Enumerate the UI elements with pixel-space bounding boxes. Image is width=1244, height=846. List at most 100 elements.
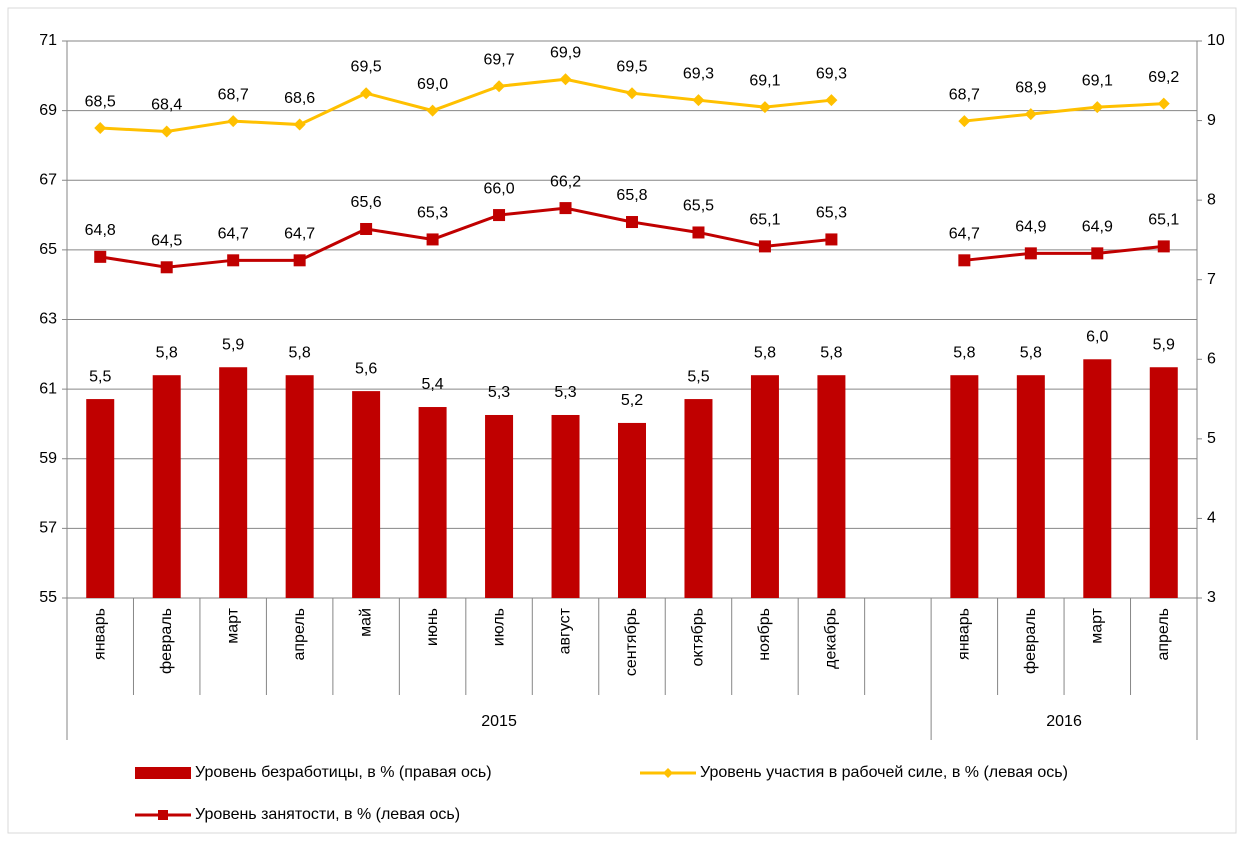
marker [227,115,240,128]
data-label: 5,4 [421,376,443,393]
bar [418,407,447,598]
bar [551,414,580,598]
bar [152,375,181,598]
y2-tick-label: 4 [1207,510,1216,527]
marker [360,87,373,100]
data-label: 69,7 [483,51,514,68]
bar [86,399,115,598]
marker [692,226,705,239]
marker [1024,108,1037,121]
data-label: 5,3 [554,384,576,401]
data-label: 69,5 [616,58,647,75]
marker [559,202,572,215]
legend-marker [158,810,168,820]
marker [426,104,439,117]
x-tick-label: июнь [424,608,441,646]
marker [825,233,838,246]
data-label: 69,9 [550,45,581,62]
y-tick-label: 57 [39,520,57,537]
x-tick-label: январь [956,608,973,660]
data-label: 69,0 [417,76,448,93]
data-label: 69,1 [749,72,780,89]
data-label: 69,5 [351,58,382,75]
marker [293,254,306,267]
x-tick-label: январь [91,608,108,660]
marker [493,80,506,93]
data-label: 69,2 [1148,69,1179,86]
marker [958,115,971,128]
data-label: 64,5 [151,233,182,250]
y-tick-label: 71 [39,32,57,49]
y2-tick-label: 9 [1207,112,1216,129]
x-tick-label: март [224,607,241,643]
line [100,206,1164,269]
bar [1083,359,1112,598]
data-label: 65,3 [417,205,448,222]
bar [750,375,779,598]
data-label: 5,8 [754,344,776,361]
legend-marker [663,768,673,778]
marker [958,254,971,267]
data-label: 66,2 [550,173,581,190]
data-label: 5,3 [488,384,510,401]
x-tick-label: сентябрь [623,608,640,676]
data-label: 65,1 [1148,212,1179,229]
data-label: 69,3 [683,65,714,82]
data-label: 5,8 [156,344,178,361]
data-label: 65,1 [749,212,780,229]
data-label: 64,7 [949,226,980,243]
group-label: 2015 [481,713,517,730]
bar [817,375,846,598]
data-label: 66,0 [483,180,514,197]
marker [1091,247,1104,260]
marker [360,222,373,235]
legend-label: Уровень безработицы, в % (правая ось) [195,764,492,781]
x-tick-label: август [557,607,574,654]
x-tick-label: март [1089,607,1106,643]
marker [692,94,705,107]
bar [1149,367,1178,598]
data-label: 5,8 [820,344,842,361]
y-tick-label: 55 [39,589,57,606]
x-tick-label: май [357,608,374,637]
marker [626,216,638,229]
data-label: 65,3 [816,205,847,222]
y-tick-label: 59 [39,450,57,467]
legend-swatch [135,767,191,779]
y2-tick-label: 7 [1207,271,1216,288]
bar [618,422,646,598]
data-label: 5,2 [621,392,643,409]
x-tick-label: февраль [158,608,175,674]
data-label: 5,8 [953,344,975,361]
data-label: 69,3 [816,65,847,82]
data-label: 65,8 [616,187,647,204]
data-label: 5,5 [687,368,709,385]
y-tick-label: 69 [39,102,57,119]
marker [825,94,838,107]
marker [1157,97,1170,110]
marker [160,125,173,138]
data-label: 64,8 [85,222,116,239]
x-tick-label: апрель [1155,608,1172,661]
line [100,77,1164,134]
marker [94,250,107,263]
data-label: 68,5 [85,93,116,110]
y-tick-label: 61 [39,380,57,397]
data-label: 68,7 [949,86,980,103]
data-label: 5,8 [1020,344,1042,361]
marker [227,254,240,267]
x-tick-label: июль [490,608,507,646]
legend-label: Уровень занятости, в % (левая ось) [195,806,460,823]
data-label: 5,6 [355,360,377,377]
bar [485,414,514,598]
bar [684,399,713,598]
y2-tick-label: 3 [1207,589,1216,606]
marker [758,240,771,253]
x-tick-label: апрель [291,608,308,661]
bar [950,375,979,598]
marker [160,261,173,274]
x-tick-label: октябрь [690,608,707,666]
x-tick-label: декабрь [823,608,840,669]
y2-tick-label: 5 [1207,430,1216,447]
